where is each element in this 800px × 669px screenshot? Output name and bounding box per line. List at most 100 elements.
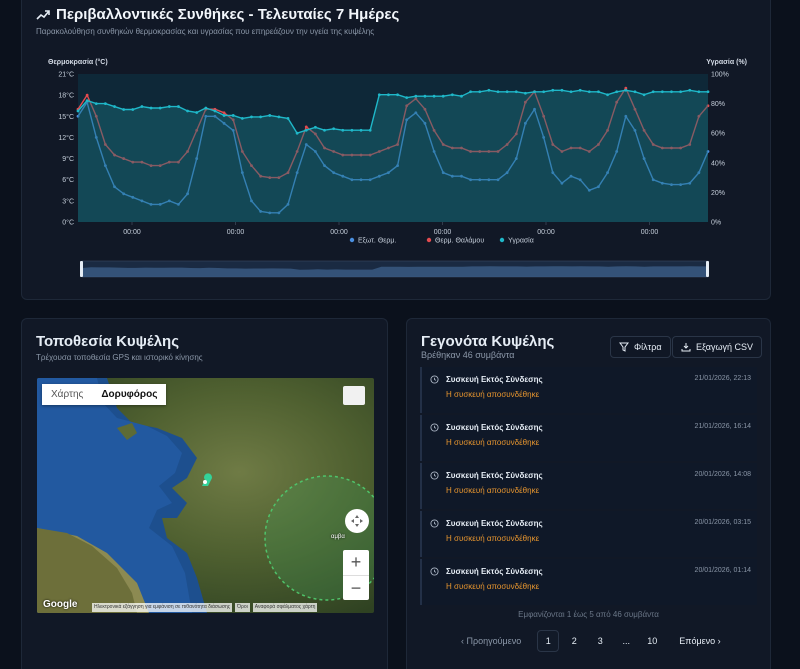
data-point-1 [286,171,290,175]
clock-icon [430,423,439,432]
event-name: Συσκευή Εκτός Σύνδεσης [446,567,543,576]
page-button-3[interactable]: 3 [597,636,603,646]
page-ellipsis[interactable]: ... [622,636,631,646]
data-point-0 [368,178,372,182]
legend-marker [349,237,355,243]
data-point-2 [688,88,692,92]
data-point-2 [441,94,445,98]
export-csv-button[interactable]: Εξαγωγή CSV [672,336,763,358]
data-point-1 [405,104,409,108]
legend-marker [499,237,505,243]
data-point-1 [323,146,326,150]
pagination: ‹ Προηγούμενο 1 2 3... 10 Επόμενο › [457,630,725,652]
data-point-1 [523,100,527,104]
environment-chart[interactable]: Θερμοκρασία (°C) Υγρασία (%) 21°C 18°C 15°C 1… [22,0,772,300]
data-point-0 [606,171,609,175]
data-point-1 [642,128,646,132]
x-tick-label: 00:00 [641,229,659,236]
data-point-1 [542,114,546,118]
fullscreen-button[interactable] [343,386,365,405]
data-point-2 [231,114,235,117]
data-point-0 [460,174,463,178]
event-row[interactable]: Συσκευή Εκτός Σύνδεσης 20/01/2026, 01:14 Η… [420,559,757,605]
data-point-0 [76,114,80,118]
pan-control[interactable] [345,509,369,533]
data-point-2 [514,90,518,94]
map-report-link[interactable]: Αναφορά σφάλματος χάρτη [252,603,318,612]
zoom-in-button[interactable]: + [350,552,362,572]
map-attribution: Ηλεκτρονικά εξάγγηση για εμφάνιση σε πιθ… [92,603,318,612]
tab-map[interactable]: Χάρτης [51,389,84,400]
data-point-1 [423,107,427,111]
next-page-button[interactable]: Επόμενο › [679,636,721,646]
page-button-2[interactable]: 2 [571,636,577,646]
data-point-2 [670,90,673,94]
tab-satellite[interactable]: Δορυφόρος [101,389,158,400]
environment-title: Περιβαλλοντικές Συνθήκες - Τελευταίες 7 … [36,6,399,23]
event-row[interactable]: Συσκευή Εκτός Σύνδεσης 21/01/2026, 22:13 Η… [420,367,757,413]
data-point-2 [359,128,363,132]
event-description: Η συσκευή αποσυνδέθηκε [446,486,540,495]
left-tick-label: 15°C [58,113,74,121]
data-point-0 [615,150,619,153]
data-point-2 [377,93,381,97]
data-point-0 [642,157,646,160]
data-point-0 [560,181,564,185]
data-point-2 [587,90,591,94]
data-point-2 [113,105,116,108]
data-point-0 [432,150,436,153]
map-terms-link[interactable]: Όροι [235,603,250,612]
left-tick-label: 18°C [58,92,74,100]
range-slider-preview [82,266,708,277]
page-button-1[interactable]: 1 [537,630,560,652]
event-row[interactable]: Συσκευή Εκτός Σύνδεσης 20/01/2026, 03:15 Η… [420,511,757,557]
event-description: Η συσκευή αποσυνδέθηκε [446,534,540,543]
data-point-2 [277,115,281,119]
data-point-1 [295,150,299,153]
zoom-out-button[interactable]: − [343,575,369,600]
data-point-2 [450,93,454,97]
data-point-0 [450,174,454,178]
data-point-0 [167,199,171,203]
x-tick-label: 00:00 [227,229,245,236]
data-point-0 [231,128,235,132]
data-point-0 [423,121,427,125]
data-point-2 [533,90,536,94]
data-point-0 [259,210,263,213]
data-point-0 [323,164,326,168]
data-point-1 [250,164,253,168]
data-point-0 [149,202,153,206]
data-point-0 [697,171,701,175]
right-tick-label: 100% [711,72,729,79]
data-point-2 [387,93,390,97]
event-description: Η συσκευή αποσυνδέθηκε [446,582,540,591]
data-point-2 [222,114,226,117]
data-point-0 [387,171,390,175]
x-tick-label: 00:00 [330,229,348,236]
previous-page-button[interactable]: ‹ Προηγούμενο [461,636,522,646]
data-point-1 [240,150,244,153]
data-point-1 [414,97,418,101]
filter-button[interactable]: Φίλτρα [610,336,671,358]
data-point-2 [551,88,555,92]
range-handle-left [80,261,83,277]
data-point-1 [304,125,308,129]
data-point-2 [204,106,208,110]
event-row[interactable]: Συσκευή Εκτός Σύνδεσης 20/01/2026, 14:08 Η… [420,463,757,509]
data-point-0 [469,178,473,182]
data-point-1 [697,114,701,118]
data-point-0 [441,171,445,175]
event-description: Η συσκευή αποσυνδέθηκε [446,390,540,399]
filter-button-label: Φίλτρα [634,342,662,352]
data-point-2 [414,94,418,98]
data-point-1 [387,146,390,150]
event-time: 21/01/2026, 16:14 [694,423,751,430]
satellite-map[interactable]: Χάρτης Δορυφόρος + − αμβα Google Ηλεκτρο… [37,378,374,613]
legend-label: Υγρασία [508,237,534,245]
zoom-control: + − [343,550,369,600]
event-row[interactable]: Συσκευή Εκτός Σύνδεσης 21/01/2026, 16:14 Η… [420,415,757,461]
map-place-label: αμβα [331,534,345,540]
page-button-10[interactable]: 10 [647,636,658,646]
data-point-2 [167,105,171,108]
right-tick-label: 40% [711,160,725,167]
